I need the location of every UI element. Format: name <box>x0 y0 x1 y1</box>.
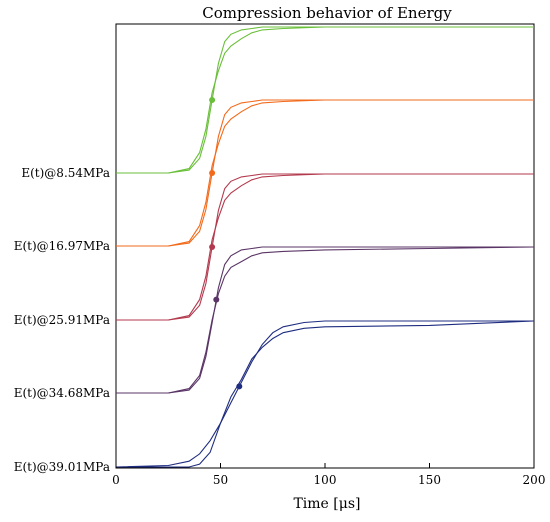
series-labels: E(t)@8.54MPa E(t)@16.97MPa E(t)@25.91MPa E(… <box>14 166 110 474</box>
curves-layer <box>115 26 535 468</box>
series-2-curve-b <box>116 99 534 247</box>
series-2-label: E(t)@16.97MPa <box>14 239 110 253</box>
series-1-label: E(t)@8.54MPa <box>21 166 110 180</box>
series-3-label: E(t)@25.91MPa <box>14 313 110 327</box>
series-2-curve-a <box>116 99 534 247</box>
series-5-marker <box>236 383 243 390</box>
series-1-marker <box>209 97 216 103</box>
x-tick-label-100: 100 <box>314 473 337 487</box>
series-4-label: E(t)@34.68MPa <box>14 386 110 400</box>
series-4-curve-a <box>116 246 534 394</box>
x-tick-label-200: 200 <box>523 473 546 487</box>
series-3-marker <box>209 244 216 250</box>
series-3-curve-b <box>116 173 534 321</box>
plot-frame <box>115 23 535 469</box>
series-1-curve-a <box>116 26 534 174</box>
series-4-marker <box>213 296 220 303</box>
series-3-curve-a <box>116 173 534 321</box>
series-2-marker <box>209 170 216 176</box>
x-axis: 0 50 100 150 200 <box>112 463 545 487</box>
x-axis-label: Time [μs] <box>293 496 360 512</box>
series-5-curve-a <box>115 320 534 468</box>
x-tick-label-150: 150 <box>418 473 441 487</box>
series-4-curve-b <box>116 246 535 394</box>
series-5-curve-b <box>116 320 535 468</box>
x-tick-label-50: 50 <box>213 473 228 487</box>
series-5-label: E(t)@39.01MPa <box>14 460 110 474</box>
x-tick-label-0: 0 <box>112 473 120 487</box>
series-1-curve-b <box>116 26 534 174</box>
chart-title: Compression behavior of Energy <box>202 4 452 22</box>
